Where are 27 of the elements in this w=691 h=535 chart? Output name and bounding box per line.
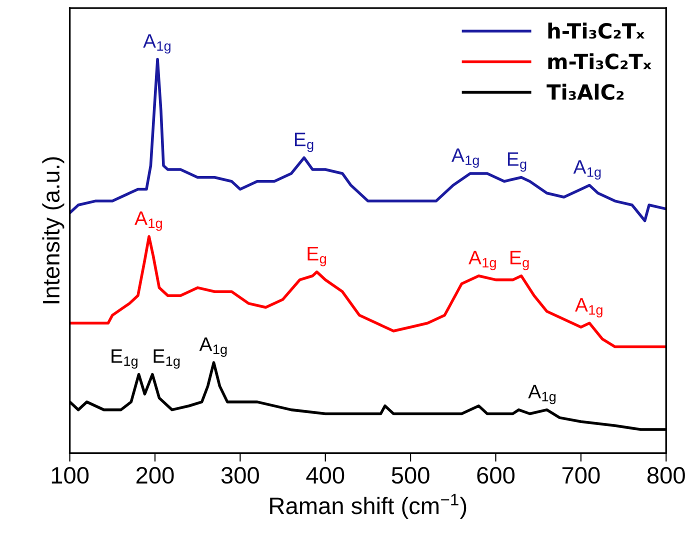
annotation: A$_{1g}$ — [134, 211, 162, 231]
annotation: E$_{1g}$ — [154, 349, 180, 369]
x-tick-label: 800 — [647, 466, 685, 484]
x-tick-label: 100 — [52, 466, 89, 484]
annotation: E$_{g}$ — [508, 152, 526, 172]
x-axis-title: Raman shift (cm$^{−1}$) — [270, 494, 466, 519]
x-tick-label: 600 — [477, 466, 515, 484]
y-axis-title: Intensity (a.u.) — [42, 157, 64, 304]
legend-label: m-Ti₃C₂Tₓ — [548, 53, 652, 70]
annotation: A$_{1g}$ — [528, 384, 556, 404]
x-tick-label: 400 — [306, 466, 344, 484]
x-tick-label: 500 — [392, 466, 430, 484]
x-tick-label: 300 — [221, 466, 259, 484]
x-tick-label: 200 — [136, 466, 174, 484]
annotation: E$_{g}$ — [510, 250, 529, 270]
legend-label: Ti₃AlC₂ — [546, 84, 624, 100]
annotation: A$_{1g}$ — [468, 250, 496, 270]
annotation: E$_{g}$ — [294, 132, 314, 152]
legend-label: h-Ti₃C₂Tₓ — [548, 22, 644, 39]
annotation: A$_{1g}$ — [573, 160, 601, 180]
annotation: E$_{1g}$ — [112, 349, 138, 369]
annotation: A$_{1g}$ — [199, 338, 227, 357]
annotation: E$_{g}$ — [308, 246, 326, 266]
annotation: A$_{1g}$ — [143, 34, 170, 54]
annotation: A$_{1g}$ — [451, 148, 479, 168]
annotation: A$_{1g}$ — [575, 298, 602, 318]
x-tick-label: 700 — [562, 466, 600, 484]
